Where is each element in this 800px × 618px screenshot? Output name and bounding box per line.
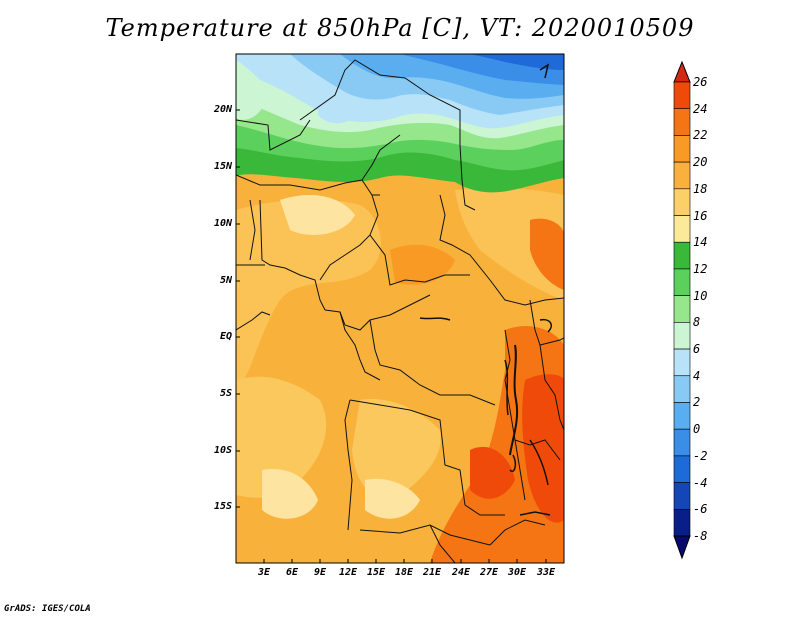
- colorbar-label: 22: [693, 128, 708, 143]
- lat-label: 5S: [219, 388, 232, 399]
- temperature-field: [236, 54, 564, 563]
- footer-credit: GrADS: IGES/COLA: [4, 604, 91, 614]
- colorbar-segment: [673, 455, 691, 483]
- colorbar-segment: [673, 295, 691, 323]
- colorbar-segment: [673, 508, 691, 537]
- colorbar-segment: [673, 161, 691, 190]
- map-frame: [235, 53, 565, 564]
- colorbar-segment: [673, 215, 691, 243]
- lat-label: 10S: [213, 445, 232, 456]
- lon-label: 27E: [479, 567, 499, 578]
- colorbar-segment: [673, 402, 691, 430]
- lon-label: 21E: [422, 567, 442, 578]
- lon-label: 9E: [313, 567, 327, 578]
- colorbar-top-triangle: [673, 60, 691, 83]
- colorbar-label: 16: [693, 208, 708, 223]
- colorbar-segment: [673, 348, 691, 377]
- axis-ticks: [236, 109, 547, 563]
- lat-label: EQ: [219, 331, 232, 342]
- colorbar-label: 6: [693, 342, 701, 357]
- colorbar: [673, 60, 691, 560]
- colorbar-label: -2: [693, 448, 708, 463]
- lon-label: 18E: [394, 567, 414, 578]
- colorbar-segment: [673, 268, 691, 296]
- colorbar-label: 10: [693, 288, 708, 303]
- lat-label: 10N: [213, 218, 232, 229]
- colorbar-segment: [673, 375, 691, 403]
- colorbar-segment: [673, 81, 691, 110]
- lon-label: 3E: [257, 567, 271, 578]
- colorbar-label: 2: [693, 395, 701, 410]
- lat-label: 5N: [219, 275, 232, 286]
- lon-label: 12E: [338, 567, 358, 578]
- lon-label: 33E: [536, 567, 556, 578]
- country-borders: [236, 59, 564, 563]
- chart-title: Temperature at 850hPa [C], VT: 202001050…: [105, 14, 695, 42]
- lon-label: 6E: [285, 567, 299, 578]
- colorbar-segment: [673, 108, 691, 136]
- colorbar-label: 12: [693, 261, 708, 276]
- colorbar-segment: [673, 241, 691, 270]
- colorbar-label: -8: [693, 529, 708, 543]
- colorbar-label: 20: [693, 155, 708, 170]
- lat-label: 20N: [213, 104, 232, 115]
- colorbar-segment: [673, 482, 691, 510]
- colorbar-label: 4: [693, 368, 701, 383]
- colorbar-bottom-triangle: [673, 535, 691, 560]
- colorbar-segment: [673, 322, 691, 350]
- colorbar-label: 18: [693, 181, 708, 196]
- colorbar-label: 14: [693, 235, 708, 250]
- colorbar-label: 24: [693, 101, 708, 116]
- colorbar-label: 8: [693, 315, 701, 330]
- lat-label: 15N: [213, 161, 232, 172]
- colorbar-segment: [673, 428, 691, 457]
- colorbar-label: 0: [693, 422, 701, 437]
- colorbar-label: -4: [693, 475, 708, 490]
- lat-label: 15S: [213, 501, 232, 512]
- lon-label: 15E: [366, 567, 386, 578]
- colorbar-segment: [673, 135, 691, 163]
- colorbar-segment: [673, 188, 691, 216]
- colorbar-label: 26: [693, 75, 708, 89]
- colorbar-label: -6: [693, 502, 708, 517]
- lon-label: 30E: [507, 567, 527, 578]
- lon-label: 24E: [451, 567, 471, 578]
